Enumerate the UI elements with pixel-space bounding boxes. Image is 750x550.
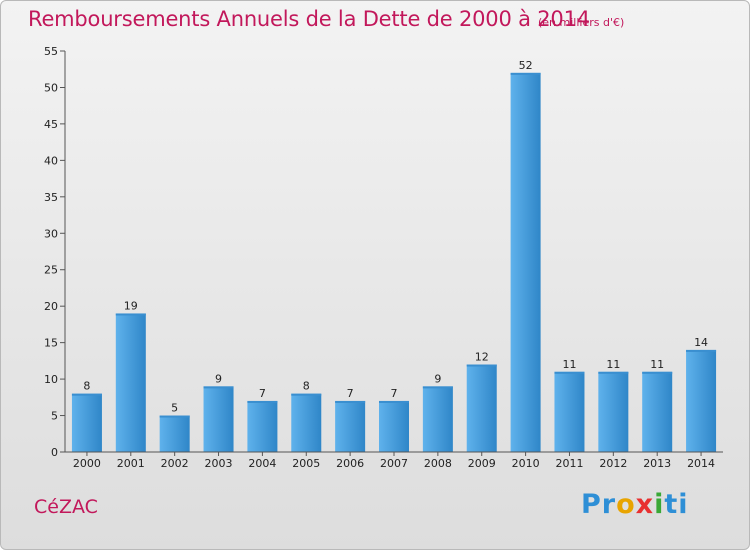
y-tick-label: 0	[51, 446, 58, 459]
y-tick-label: 25	[44, 264, 58, 277]
bar-value-label: 12	[475, 351, 489, 364]
y-tick-label: 35	[44, 191, 58, 204]
bar	[159, 415, 190, 452]
bar-value-label: 14	[694, 336, 708, 349]
bar	[554, 371, 585, 452]
bar	[686, 349, 717, 452]
x-tick-label: 2012	[599, 457, 627, 470]
bar	[291, 393, 322, 452]
bar-value-label: 5	[171, 402, 178, 415]
bar-top-edge	[71, 393, 102, 396]
x-tick-label: 2003	[205, 457, 233, 470]
bar	[203, 386, 234, 452]
bar	[335, 400, 366, 452]
bar-value-label: 8	[303, 380, 310, 393]
bar-top-edge	[554, 371, 585, 374]
bar-top-edge	[159, 415, 190, 418]
x-tick-label: 2007	[380, 457, 408, 470]
x-tick-label: 2005	[292, 457, 320, 470]
y-tick-label: 5	[51, 410, 58, 423]
bar-top-edge	[203, 386, 234, 389]
bar-value-label: 7	[347, 387, 354, 400]
brand-part: x	[635, 489, 655, 520]
bar-top-edge	[379, 400, 409, 403]
bar-top-edge	[422, 386, 453, 389]
bar-value-label: 19	[124, 299, 138, 312]
bar	[642, 371, 673, 452]
commune-name: CéZAC	[34, 496, 98, 518]
bar	[422, 386, 453, 452]
bar-value-label: 9	[215, 372, 222, 385]
x-tick-label: 2013	[643, 457, 671, 470]
y-tick-label: 10	[44, 373, 58, 386]
bar-value-label: 7	[259, 387, 266, 400]
chart-title: Remboursements Annuels de la Dette de 20…	[28, 7, 590, 31]
x-tick-label: 2000	[73, 457, 101, 470]
bar-value-label: 9	[434, 372, 441, 385]
bar-top-edge	[642, 371, 673, 374]
x-tick-label: 2014	[687, 457, 715, 470]
y-tick-label: 20	[44, 300, 58, 313]
brand-part: ti	[664, 489, 689, 520]
bar	[71, 393, 102, 452]
bar-value-label: 11	[650, 358, 664, 371]
y-tick-label: 45	[44, 118, 58, 131]
bar-top-edge	[510, 72, 541, 75]
bar-value-label: 11	[562, 358, 576, 371]
x-tick-label: 2011	[555, 457, 583, 470]
bar-value-label: 7	[391, 387, 398, 400]
chart-subtitle: (en milliers d'€)	[538, 16, 625, 29]
bar-top-edge	[247, 400, 278, 403]
y-tick-label: 55	[44, 45, 58, 58]
x-tick-label: 2008	[424, 457, 452, 470]
x-tick-label: 2002	[161, 457, 189, 470]
y-tick-label: 15	[44, 337, 58, 350]
x-tick-label: 2010	[512, 457, 540, 470]
bar	[510, 72, 541, 452]
bar-top-edge	[291, 393, 322, 396]
x-tick-label: 2001	[117, 457, 145, 470]
bar-value-label: 8	[83, 380, 90, 393]
bar-top-edge	[115, 313, 146, 316]
bar-top-edge	[335, 400, 366, 403]
proxiti-logo: Proxiti	[581, 489, 689, 520]
bar	[598, 371, 629, 452]
bar-top-edge	[686, 349, 717, 352]
y-tick-label: 50	[44, 81, 58, 94]
bar-value-label: 11	[606, 358, 620, 371]
x-tick-label: 2009	[468, 457, 496, 470]
bar-top-edge	[466, 364, 497, 367]
brand-part: i	[654, 489, 665, 520]
bar	[379, 400, 409, 452]
bar	[247, 400, 278, 452]
x-tick-label: 2006	[336, 457, 364, 470]
bar	[115, 313, 146, 452]
y-tick-label: 40	[44, 154, 58, 167]
bar-top-edge	[598, 371, 629, 374]
brand-part: Pr	[581, 489, 617, 520]
bar	[466, 364, 497, 452]
x-tick-label: 2004	[248, 457, 276, 470]
y-tick-label: 30	[44, 227, 58, 240]
bar-value-label: 52	[519, 59, 533, 72]
brand-part: o	[616, 489, 636, 520]
